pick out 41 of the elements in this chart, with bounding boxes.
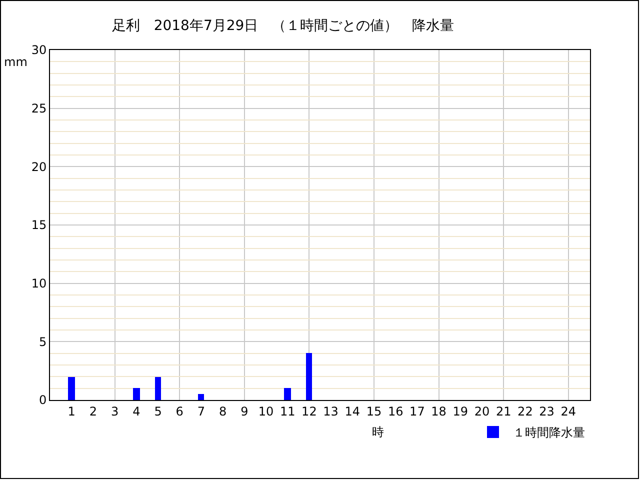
x-axis-title: 時: [372, 425, 384, 439]
chart-title: 足利 2018年7月29日 （１時間ごとの値） 降水量: [112, 18, 454, 34]
bar: [198, 394, 204, 400]
y-tick-label: 30: [31, 43, 47, 58]
x-tick-label: 6: [176, 404, 184, 418]
x-tick-label: 2: [89, 404, 98, 418]
y-tick-label: 20: [31, 160, 47, 174]
x-tick-label: 23: [539, 404, 554, 418]
x-tick-label: 11: [280, 404, 296, 418]
x-tick-label: 9: [240, 404, 248, 418]
y-tick-label: 0: [38, 393, 47, 408]
x-tick-label: 1: [68, 404, 76, 418]
y-tick-label: 15: [31, 218, 47, 232]
y-axis-title: mm: [4, 55, 28, 69]
x-tick-label: 10: [258, 404, 274, 418]
x-tick-label: 24: [560, 404, 576, 418]
x-tick-label: 7: [197, 404, 206, 418]
y-tick-label: 5: [38, 334, 47, 349]
bar: [133, 388, 140, 400]
x-tick-label: 3: [110, 404, 119, 418]
x-tick-label: 13: [323, 404, 338, 418]
legend-label: １時間降水量: [513, 426, 585, 440]
y-tick-label: 25: [31, 102, 47, 116]
x-tick-label: 16: [388, 404, 404, 418]
bar: [284, 388, 291, 400]
bar: [306, 353, 312, 400]
bar: [68, 377, 75, 400]
x-tick-label: 14: [344, 404, 360, 418]
x-tick-label: 15: [366, 404, 382, 418]
x-tick-label: 8: [218, 404, 227, 418]
x-tick-label: 5: [154, 404, 162, 418]
x-tick-label: 19: [452, 404, 468, 418]
x-tick-label: 18: [431, 404, 446, 418]
y-tick-label: 10: [31, 276, 47, 291]
x-tick-label: 22: [518, 404, 533, 418]
bar: [155, 377, 161, 400]
x-tick-label: 21: [496, 404, 512, 418]
x-tick-label: 20: [474, 404, 490, 418]
x-tick-label: 4: [132, 404, 140, 418]
x-tick-label: 17: [410, 404, 425, 418]
x-tick-label: 12: [302, 404, 317, 418]
